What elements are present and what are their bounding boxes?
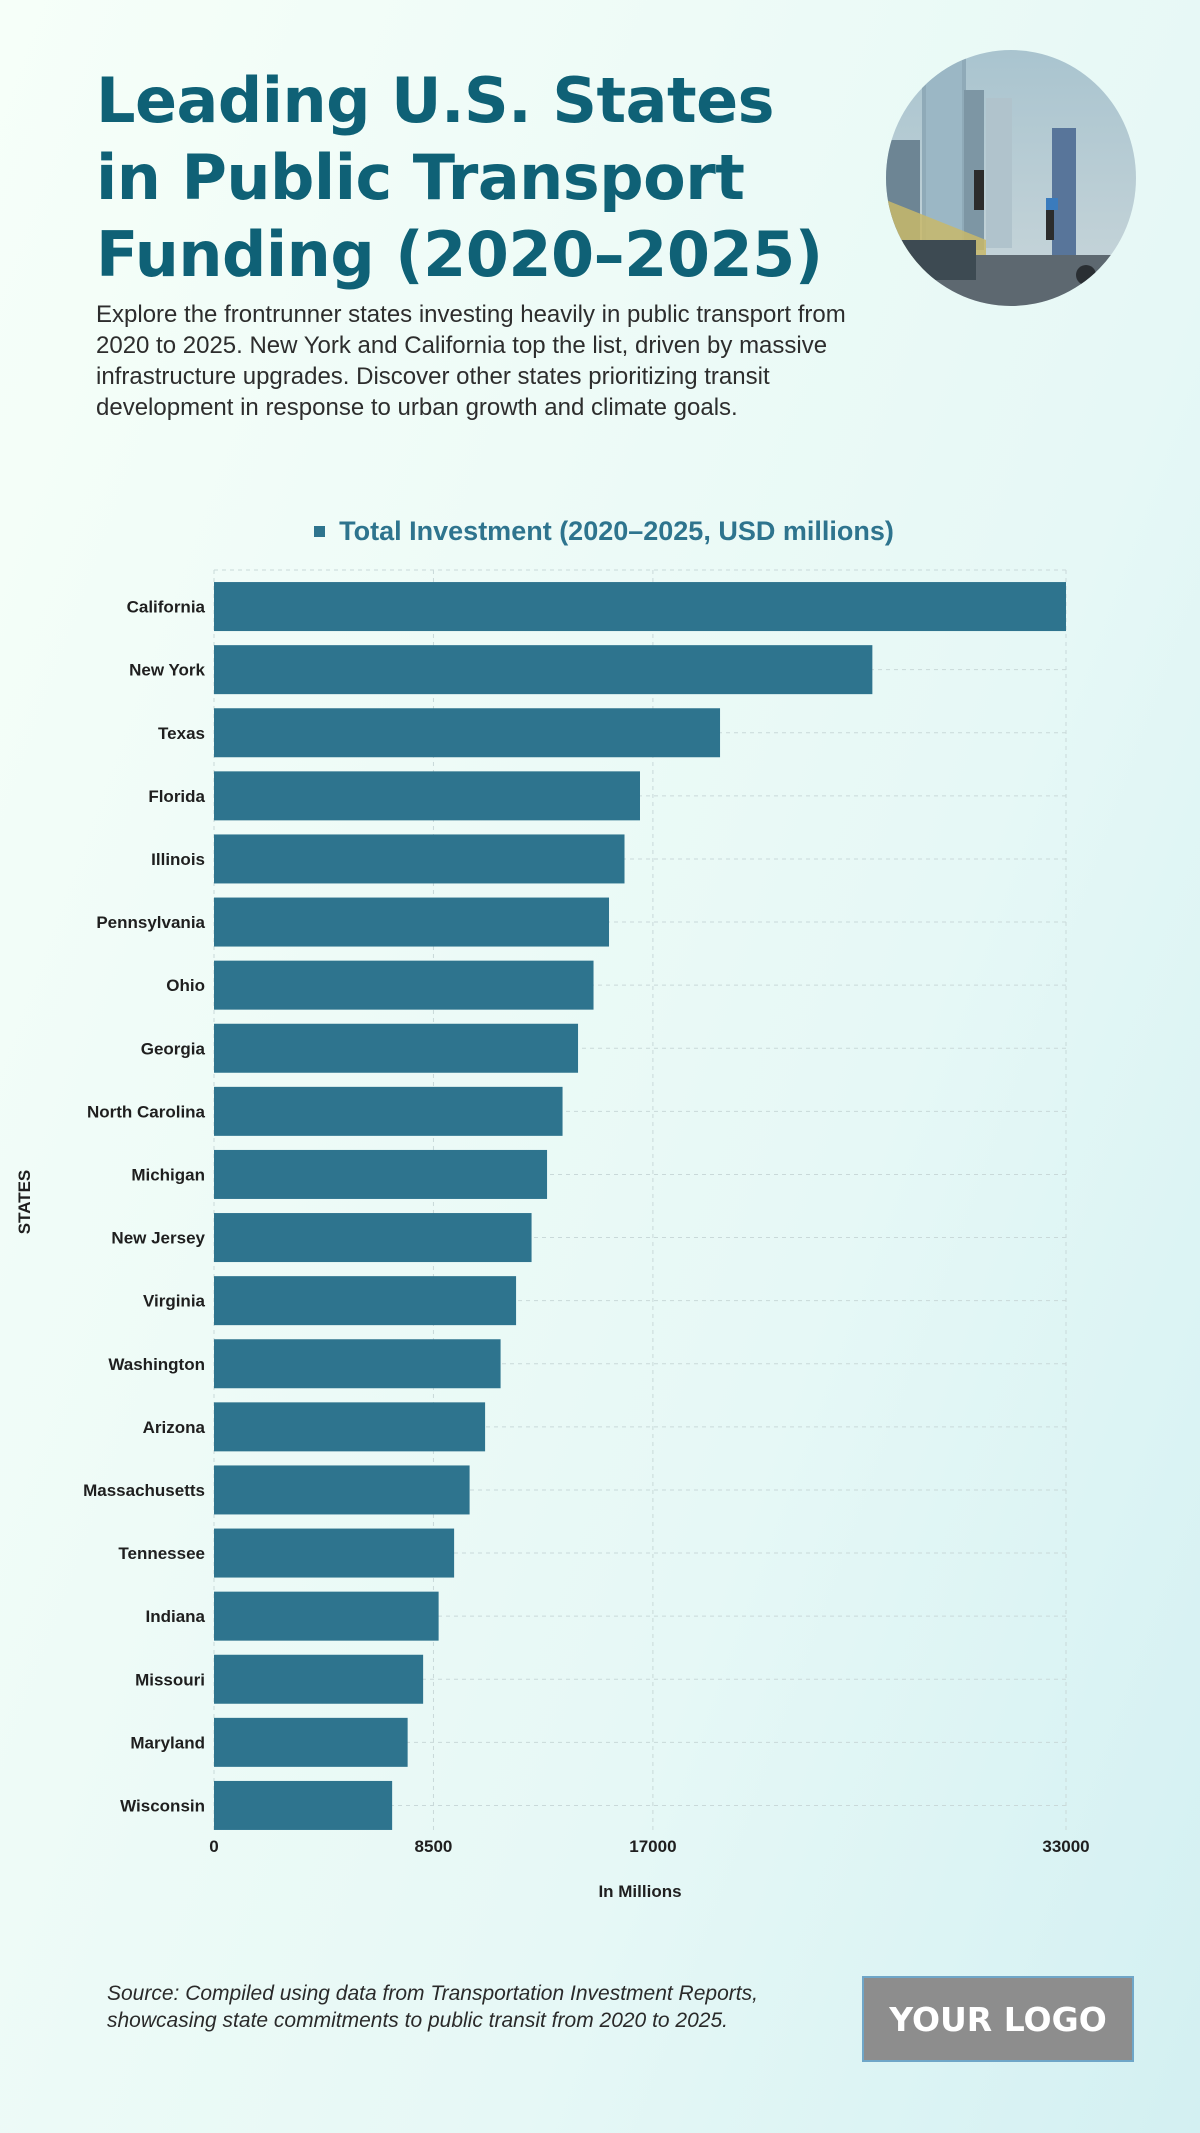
source-note: Source: Compiled using data from Transpo…	[107, 1982, 758, 2032]
bar-chart: California New York Texas Florida Illinois Pe…	[15, 569, 1090, 1901]
bar	[214, 1717, 408, 1767]
chart-category-labels: California New York Texas Florida Illinois Pe…	[83, 598, 205, 1816]
page-title: Leading U.S. States in Public Transport …	[96, 64, 823, 291]
chart-grid	[213, 569, 1067, 1832]
bar	[214, 1528, 455, 1578]
chart-bars	[214, 582, 1066, 1830]
category-label: Illinois	[151, 850, 205, 869]
logo-placeholder: YOUR LOGO	[862, 1976, 1134, 2062]
x-tick-label: 17000	[629, 1837, 676, 1856]
category-label: Missouri	[135, 1670, 205, 1689]
bar	[214, 1149, 548, 1199]
legend-label: Total Investment (2020–2025, USD million…	[339, 516, 894, 546]
category-label: Maryland	[130, 1733, 205, 1752]
bar	[214, 1402, 486, 1452]
category-label: Arizona	[143, 1418, 206, 1437]
category-label: Michigan	[131, 1165, 205, 1184]
category-label: Indiana	[145, 1607, 205, 1626]
category-label: Washington	[108, 1355, 205, 1374]
category-label: Virginia	[143, 1292, 206, 1311]
bar	[214, 960, 594, 1010]
category-label: Massachusetts	[83, 1481, 205, 1500]
bar	[214, 1654, 424, 1704]
category-label: New York	[129, 661, 205, 680]
bar	[214, 1276, 517, 1326]
bar	[214, 771, 640, 821]
category-label: Texas	[158, 724, 205, 743]
category-label: North Carolina	[87, 1102, 206, 1121]
chart-x-ticks: 0 8500 17000 33000	[209, 1837, 1089, 1856]
bar	[214, 1086, 563, 1136]
x-tick-label: 33000	[1042, 1837, 1089, 1856]
category-label: California	[127, 598, 206, 617]
bar	[214, 1339, 501, 1389]
x-tick-label: 0	[209, 1837, 218, 1856]
y-axis-title: STATES	[15, 1170, 34, 1235]
chart-legend: Total Investment (2020–2025, USD million…	[0, 516, 1200, 547]
page-subtitle: Explore the frontrunner states investing…	[96, 301, 846, 421]
legend-swatch	[314, 526, 326, 537]
category-label: Ohio	[166, 976, 205, 995]
bar	[214, 582, 1066, 632]
bar	[214, 1023, 579, 1073]
bar	[214, 897, 610, 947]
bar	[214, 1465, 470, 1515]
bar	[214, 708, 721, 758]
category-label: Wisconsin	[120, 1796, 205, 1815]
category-label: Tennessee	[118, 1544, 205, 1563]
category-label: Georgia	[141, 1039, 206, 1058]
x-tick-label: 8500	[415, 1837, 453, 1856]
bar	[214, 645, 873, 695]
category-label: Pennsylvania	[96, 913, 205, 932]
category-label: New Jersey	[111, 1229, 205, 1248]
bar	[214, 1780, 393, 1830]
bar	[214, 1591, 439, 1641]
bar	[214, 834, 625, 884]
category-label: Florida	[148, 787, 205, 806]
bar	[214, 1213, 532, 1263]
x-axis-title: In Millions	[598, 1882, 681, 1901]
